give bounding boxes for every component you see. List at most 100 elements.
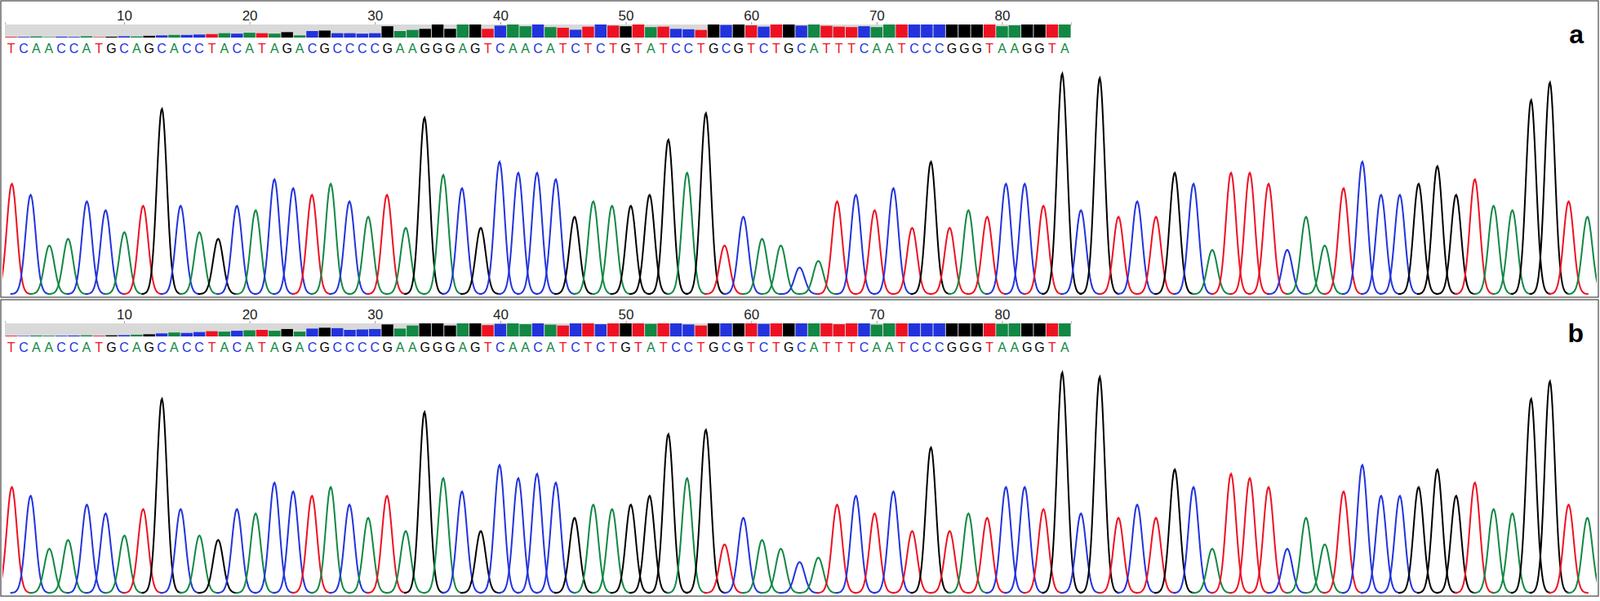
peak: [1173, 183, 1214, 294]
base-call: T: [1048, 41, 1057, 56]
quality-bar: [5, 36, 18, 38]
base-call: A: [132, 41, 142, 56]
base-call: G: [620, 340, 631, 355]
base-call: C: [671, 41, 681, 56]
quality-bar: [770, 323, 783, 337]
tick-label: 20: [242, 306, 258, 323]
base-call: A: [1060, 41, 1070, 56]
quality-bar: [707, 323, 720, 337]
peak: [985, 486, 1026, 592]
peak: [1022, 508, 1063, 593]
quality-bar: [406, 325, 418, 337]
quality-bar: [544, 324, 556, 337]
quality-bar: [607, 25, 619, 38]
quality-bar: [469, 323, 481, 337]
quality-bar: [933, 323, 945, 337]
peak: [873, 491, 914, 593]
quality-bar: [820, 26, 832, 38]
peak: [1041, 372, 1082, 593]
quality-bar: [55, 335, 67, 337]
quality-bar: [883, 323, 895, 337]
tick-label: 80: [995, 8, 1011, 24]
quality-bar: [657, 323, 669, 337]
quality-bar: [431, 323, 444, 337]
peak: [1511, 399, 1552, 593]
base-call: G: [444, 41, 455, 56]
base-call: C: [595, 41, 606, 56]
quality-bar: [343, 329, 356, 337]
quality-bar: [995, 26, 1008, 38]
base-call: G: [432, 340, 443, 355]
quality-bar: [205, 331, 218, 337]
quality-bar: [519, 26, 531, 38]
quality-bar: [419, 28, 432, 38]
base-call: C: [345, 41, 356, 56]
base-call: A: [1010, 41, 1020, 56]
quality-bar: [795, 25, 807, 38]
base-call: C: [796, 340, 807, 355]
base-call: T: [484, 340, 493, 355]
base-call: T: [634, 41, 643, 56]
peak: [385, 227, 426, 294]
base-call: A: [457, 340, 467, 355]
base-call: C: [307, 41, 318, 56]
base-call: A: [270, 340, 280, 355]
quality-bar: [883, 24, 895, 38]
peak: [1567, 517, 1597, 593]
base-call: G: [708, 340, 719, 355]
base-call: G: [946, 41, 957, 56]
base-call: T: [257, 340, 267, 355]
quality-bar: [243, 32, 255, 38]
base-call: T: [659, 41, 668, 56]
base-call: T: [847, 340, 856, 355]
peak: [460, 227, 501, 294]
peak: [10, 495, 51, 593]
quality-bar: [431, 24, 444, 38]
base-call: G: [281, 340, 292, 355]
peak: [1266, 249, 1307, 294]
quality-background: [4, 323, 1072, 337]
tick: 30: [367, 8, 383, 25]
quality-bar: [820, 323, 832, 337]
peak: [1492, 209, 1533, 294]
quality-bar: [857, 26, 870, 38]
peak: [1079, 78, 1120, 294]
base-call: C: [796, 41, 807, 56]
quality-background: [4, 24, 1072, 38]
base-call: T: [208, 41, 217, 56]
quality-bar: [494, 25, 507, 38]
quality-bar: [670, 28, 682, 38]
quality-bar: [256, 33, 268, 38]
base-call: C: [922, 340, 933, 355]
quality-bar: [218, 331, 231, 337]
base-call: A: [809, 41, 819, 56]
quality-bar: [569, 323, 582, 337]
quality-bar: [833, 324, 845, 337]
quality-bar: [632, 24, 645, 38]
base-call: G: [382, 340, 392, 355]
quality-bar: [231, 33, 243, 38]
tick: 10: [116, 306, 133, 324]
quality-bar: [319, 30, 331, 38]
base-call: A: [508, 340, 518, 355]
quality-bar: [632, 323, 645, 337]
peak: [1285, 217, 1326, 294]
quality-bar: [1021, 24, 1033, 38]
tick-label: 40: [493, 306, 509, 323]
base-call: C: [332, 340, 343, 355]
base-call: C: [69, 340, 80, 355]
base-call: A: [520, 41, 530, 56]
quality-bar: [908, 323, 920, 337]
base-call: T: [772, 41, 781, 56]
tick: 40: [493, 8, 509, 25]
quality-bar: [782, 24, 795, 38]
base-call: A: [1010, 340, 1020, 355]
panel: 1020304050607080TCAACCATGCAGCACCTACATAGA…: [0, 0, 1600, 298]
quality-bar: [682, 324, 694, 337]
quality-bar: [406, 30, 418, 38]
base-call: C: [595, 340, 606, 355]
quality-bar: [43, 36, 55, 38]
tick: 60: [743, 306, 760, 324]
quality-bar: [720, 323, 732, 337]
quality-bar: [105, 36, 117, 38]
